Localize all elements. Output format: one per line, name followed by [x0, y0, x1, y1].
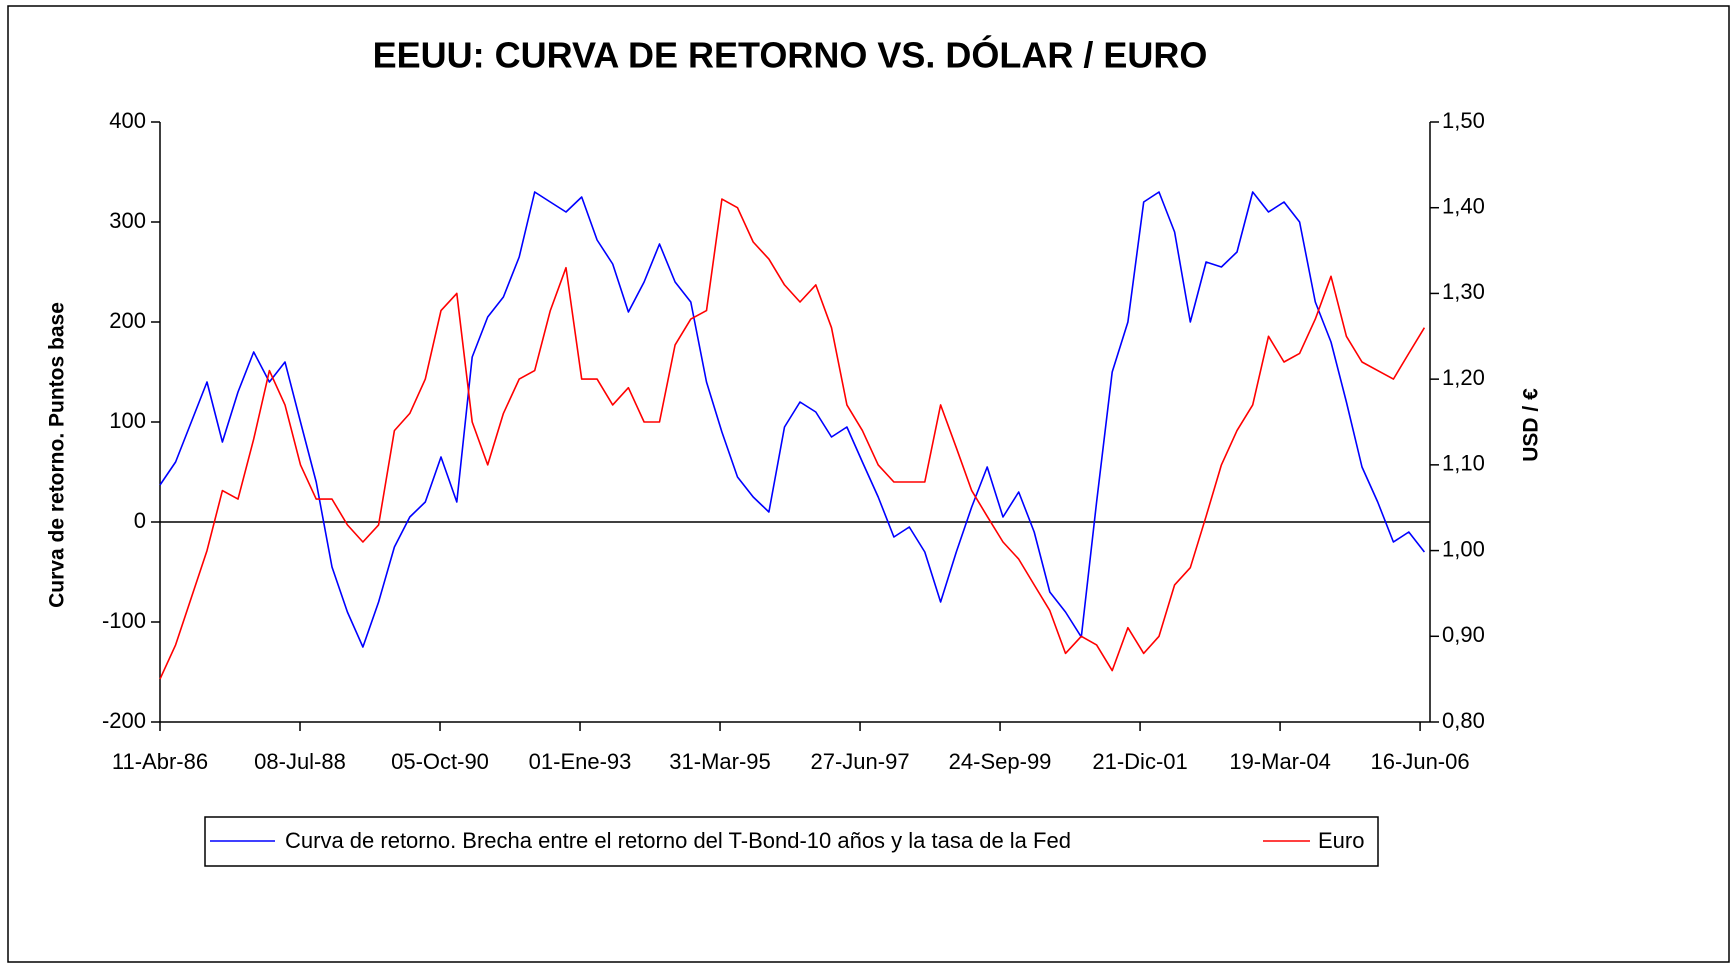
y2-axis-title: USD / €: [1520, 388, 1543, 462]
y-tick-label: 200: [109, 308, 146, 333]
legend-label: Curva de retorno. Brecha entre el retorn…: [285, 828, 1071, 853]
y2-tick-label: 1,00: [1442, 536, 1485, 561]
x-tick-label: 31-Mar-95: [669, 749, 770, 774]
chart-frame: [7, 5, 1730, 963]
y-tick-label: -200: [102, 708, 146, 733]
chart-title: EEUU: CURVA DE RETORNO VS. DÓLAR / EURO: [373, 34, 1208, 76]
y2-tick-label: 1,10: [1442, 451, 1485, 476]
y2-tick-label: 1,40: [1442, 194, 1485, 219]
y2-tick-label: 1,30: [1442, 279, 1485, 304]
y2-tick-label: 0,80: [1442, 708, 1485, 733]
y2-tick-label: 1,20: [1442, 365, 1485, 390]
x-tick-label: 24-Sep-99: [949, 749, 1052, 774]
x-tick-label: 21-Dic-01: [1092, 749, 1187, 774]
x-tick-label: 05-Oct-90: [391, 749, 489, 774]
y-tick-label: 300: [109, 208, 146, 233]
y-tick-label: 0: [134, 508, 146, 533]
legend-box: [204, 816, 1379, 867]
y-tick-label: -100: [102, 608, 146, 633]
y-tick-label: 100: [109, 408, 146, 433]
x-tick-label: 08-Jul-88: [254, 749, 346, 774]
x-tick-label: 27-Jun-97: [811, 749, 910, 774]
x-tick-label: 01-Ene-93: [529, 749, 632, 774]
y2-tick-label: 0,90: [1442, 622, 1485, 647]
legend-label: Euro: [1318, 828, 1364, 853]
y-axis-title: Curva de retorno. Puntos base: [46, 302, 69, 608]
x-tick-label: 11-Abr-86: [112, 749, 208, 774]
y-tick-label: 400: [109, 108, 146, 133]
x-tick-label: 19-Mar-04: [1229, 749, 1330, 774]
y2-tick-label: 1,50: [1442, 108, 1485, 133]
series-line: [159, 191, 1426, 648]
x-tick-label: 16-Jun-06: [1371, 749, 1470, 774]
series-line: [159, 198, 1426, 680]
